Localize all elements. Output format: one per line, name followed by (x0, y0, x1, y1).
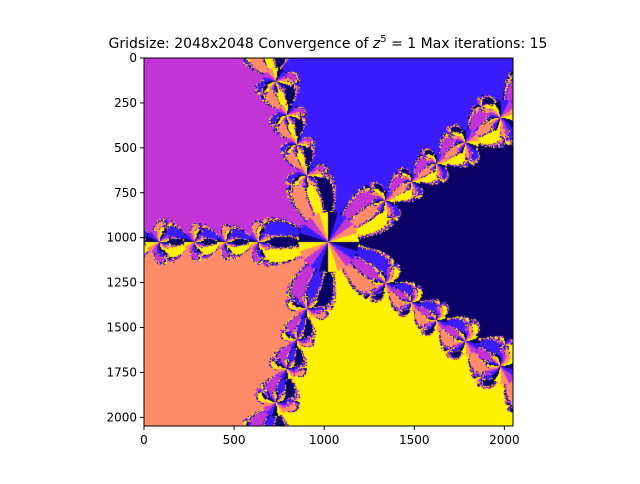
chart-title: Gridsize: 2048x2048 Convergence of z5 = … (109, 34, 548, 52)
x-tick-label: 1000 (309, 433, 340, 447)
fractal-image (144, 58, 513, 426)
y-tick-label: 1750 (106, 365, 137, 379)
x-tick-label: 1500 (399, 433, 430, 447)
x-tick-label: 0 (140, 433, 148, 447)
y-tick-label: 1250 (106, 276, 137, 290)
title-variable: z (372, 36, 381, 52)
title-prefix: Gridsize: 2048x2048 Convergence of (109, 36, 373, 52)
title-exponent: 5 (380, 34, 386, 45)
title-suffix: = 1 Max iterations: 15 (387, 36, 548, 52)
x-tick-label: 2000 (489, 433, 520, 447)
plot-frame (143, 57, 514, 427)
y-tick-label: 500 (114, 141, 137, 155)
y-tick-label: 750 (114, 186, 137, 200)
y-axis: 0 250 500 750 1000 1250 1500 1750 2000 (106, 51, 144, 424)
y-tick-label: 1500 (106, 321, 137, 335)
y-tick-label: 250 (114, 96, 137, 110)
y-tick-label: 0 (129, 51, 137, 65)
x-axis: 0 500 1000 1500 2000 (140, 426, 520, 447)
x-tick-label: 500 (223, 433, 246, 447)
y-tick-label: 1000 (106, 231, 137, 245)
y-tick-label: 2000 (106, 410, 137, 424)
fractal-raster (144, 58, 513, 426)
